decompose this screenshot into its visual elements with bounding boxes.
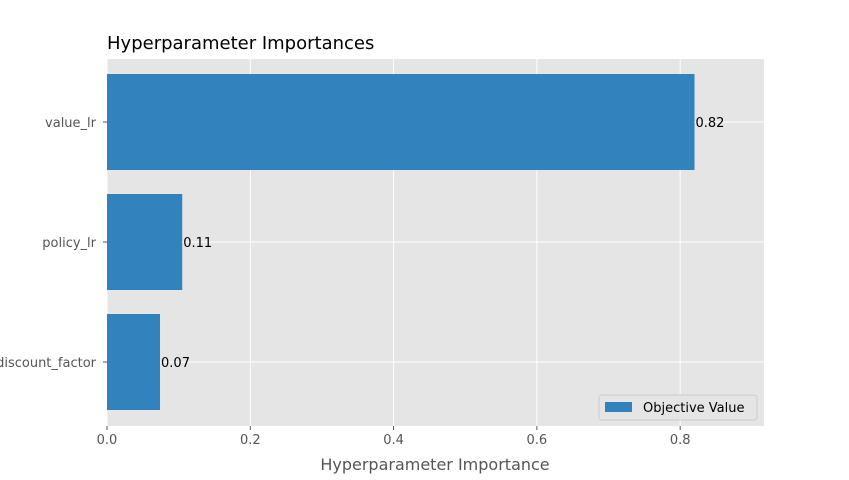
bar-policy_lr bbox=[107, 194, 183, 290]
bar-value-label: 0.07 bbox=[161, 356, 190, 371]
bar-discount_factor bbox=[107, 314, 161, 410]
chart-title: Hyperparameter Importances bbox=[107, 33, 374, 54]
bar-value-label: 0.82 bbox=[696, 116, 725, 131]
x-tick-label: 0.8 bbox=[670, 433, 691, 448]
x-tick-labels: 0.0 0.2 0.4 0.6 0.8 bbox=[97, 426, 691, 448]
x-tick-label: 0.4 bbox=[383, 433, 404, 448]
x-axis-title: Hyperparameter Importance bbox=[320, 455, 549, 474]
y-tick-label: policy_lr bbox=[42, 236, 96, 251]
y-tick-label: value_lr bbox=[45, 116, 97, 131]
data-labels: 0.82 0.11 0.07 bbox=[161, 116, 724, 371]
bar-value-label: 0.11 bbox=[183, 236, 212, 251]
legend: Objective Value bbox=[598, 394, 758, 421]
x-tick-label: 0.2 bbox=[240, 433, 261, 448]
y-tick-labels: value_lr policy_lr discount_factor bbox=[0, 116, 107, 371]
legend-box bbox=[598, 394, 758, 421]
legend-swatch bbox=[605, 402, 632, 412]
legend-label: Objective Value bbox=[643, 401, 744, 416]
x-tick-label: 0.0 bbox=[97, 433, 118, 448]
y-tick-label: discount_factor bbox=[0, 356, 97, 371]
bar-value_lr bbox=[107, 74, 695, 170]
x-tick-label: 0.6 bbox=[527, 433, 548, 448]
bars bbox=[107, 74, 695, 410]
